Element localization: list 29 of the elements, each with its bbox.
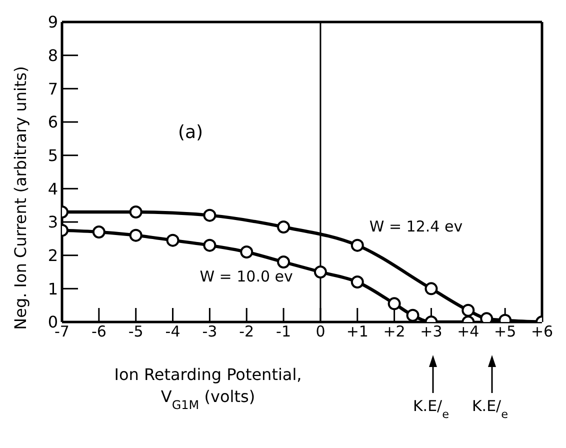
x-tick-label: -2 — [239, 322, 254, 341]
x-tick-label: 0 — [316, 322, 326, 341]
x-tick-label: -6 — [91, 322, 106, 341]
x-tick-label: +6 — [530, 322, 554, 341]
text: K.E/$_{e}$ — [472, 397, 508, 420]
y-tick-label: 3 — [48, 212, 58, 232]
x-tick-label: +4 — [457, 322, 480, 341]
x-tick-label: -4 — [165, 322, 180, 341]
y-tick-label: 4 — [48, 179, 58, 198]
x-tick-label: +1 — [346, 322, 368, 341]
x-tick-label: -3 — [202, 322, 218, 341]
y-axis-title: Neg. Ion Current (arbitrary units) — [11, 66, 30, 330]
y-tick-label: 6 — [48, 112, 58, 132]
x-tick-label: +2 — [383, 322, 406, 341]
y-tick-label: 9 — [48, 12, 58, 32]
y-tick-label: 7 — [48, 79, 58, 98]
y-tick-label: 8 — [48, 46, 58, 66]
x-tick-label: +5 — [494, 322, 516, 341]
y-tick-label: 1 — [48, 279, 58, 298]
y-tick-label: 2 — [48, 246, 58, 266]
text: K.E/$_{e}$ — [412, 397, 450, 420]
series-label: W = 10.0 ev — [200, 267, 294, 286]
x-tick-label: -5 — [128, 322, 144, 341]
annotation: (a) — [178, 122, 204, 143]
y-tick-label: 5 — [48, 146, 58, 166]
x-tick-label: +3 — [420, 322, 442, 341]
series-label: W = 12.4 ev — [369, 217, 463, 236]
x-tick-label: -1 — [276, 322, 292, 341]
x-axis-title: Ion Retarding Potential, V$_{G1M}$ (volts) — [114, 365, 302, 412]
